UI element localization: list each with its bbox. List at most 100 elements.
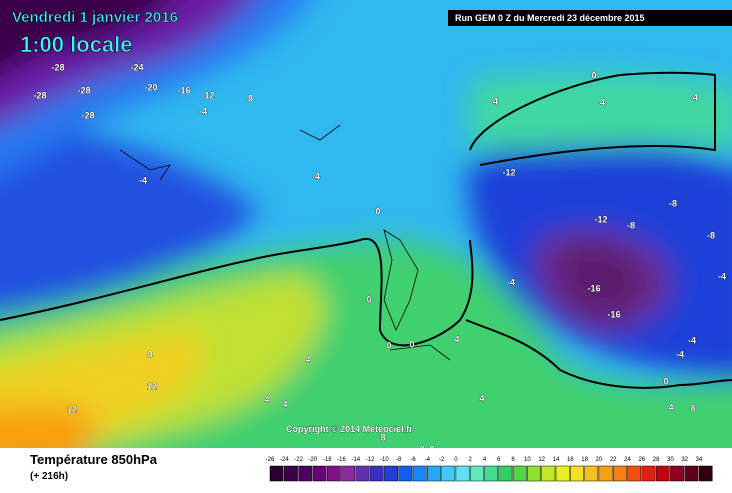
scale-box xyxy=(684,465,699,482)
scale-tick-label: 8 xyxy=(511,457,515,463)
scale-box xyxy=(484,465,499,482)
date: Vendredi 1 janvier 2016 xyxy=(12,9,178,26)
scale-box xyxy=(555,465,570,482)
scale-tick-label: 0 xyxy=(454,457,458,463)
contour-label: 4 xyxy=(454,334,459,344)
scale-box xyxy=(384,465,398,482)
scale-box xyxy=(398,465,413,482)
contour-label: -20 xyxy=(144,82,157,92)
contour-label: -28 xyxy=(51,62,64,72)
scale-tick-label: 24 xyxy=(624,457,631,463)
color-scale: -26 -24 -22 -20 -18 -16 -14 -12 -10 -8 -6 -4 -2 0 2 4 6 8… xyxy=(266,457,713,482)
contour-label: -12 xyxy=(594,214,607,224)
scale-tick-label: -24 xyxy=(280,457,289,463)
contour-label: 4 xyxy=(479,393,484,403)
scale-tick-label: -26 xyxy=(266,457,275,463)
contour-label: -4 xyxy=(507,277,515,287)
run-panel xyxy=(448,10,732,26)
scale-box xyxy=(298,465,313,482)
contour-label: 0 xyxy=(375,206,380,216)
contour-label: -4 xyxy=(139,175,147,185)
contour-label: 8 xyxy=(380,432,385,442)
scale-tick-label: 34 xyxy=(696,457,703,463)
scale-box xyxy=(355,465,370,482)
scale-tick-label: -14 xyxy=(351,457,360,463)
scale-tick-label: -16 xyxy=(337,457,346,463)
scale-box xyxy=(570,465,584,482)
time: 1:00 locale xyxy=(20,32,133,57)
scale-tick-label: 12 xyxy=(538,457,545,463)
scale-tick-label: 6 xyxy=(497,457,501,463)
contour-label: 0 xyxy=(366,294,371,304)
scale-tick-label: 26 xyxy=(638,457,645,463)
scale-box xyxy=(441,465,456,482)
contour-label: -12 xyxy=(502,167,515,177)
contour-label: 4 xyxy=(264,394,269,404)
contour-label: -8 xyxy=(707,230,715,240)
footer-lead: (+ 216h) xyxy=(30,471,68,482)
scale-box xyxy=(641,465,656,482)
contour-label: -8 xyxy=(245,93,253,103)
scale-tick-label: -2 xyxy=(439,457,445,463)
contour-label: 0 xyxy=(663,376,668,386)
scale-box xyxy=(541,465,556,482)
contour-label: 4 xyxy=(668,402,673,412)
contour-label: 8 xyxy=(419,444,424,454)
scale-box xyxy=(498,465,513,482)
scale-box xyxy=(527,465,541,482)
contour-label: -4 xyxy=(597,97,605,107)
contour-label: -28 xyxy=(77,85,90,95)
contour-label: 12 xyxy=(67,404,77,414)
contour-label: 0 xyxy=(386,340,391,350)
contour-label: -28 xyxy=(81,110,94,120)
contour-label: -4 xyxy=(199,106,207,116)
scale-box xyxy=(412,465,427,482)
scale-box xyxy=(369,465,384,482)
scale-box xyxy=(655,465,670,482)
copyright: Copyright © 2014 Meteociel.fr xyxy=(286,424,413,434)
scale-tick-label: -22 xyxy=(294,457,303,463)
contour-label: -4 xyxy=(312,171,320,181)
run-info: Run GEM 0 Z du Mercredi 23 décembre 2015 xyxy=(455,13,645,23)
contour-label: 0 xyxy=(591,70,596,80)
map-area: Run GEM 0 Z du Mercredi 23 décembre 2015… xyxy=(0,0,732,454)
contour-label: -16 xyxy=(607,309,620,319)
contour-label: -4 xyxy=(688,335,696,345)
contour-label: -8 xyxy=(627,220,635,230)
scale-box xyxy=(455,465,470,482)
scale-box xyxy=(269,465,284,482)
scale-box xyxy=(698,465,713,482)
scale-tick-label: 18 xyxy=(581,457,588,463)
scale-tick-label: 20 xyxy=(596,457,603,463)
scale-tick-label: -4 xyxy=(425,457,431,463)
scale-tick-label: 32 xyxy=(681,457,688,463)
scale-tick-label: -12 xyxy=(366,457,375,463)
scale-tick-label: 22 xyxy=(610,457,617,463)
scale-tick-label: 14 xyxy=(553,457,560,463)
contour-label: 12 xyxy=(147,381,157,391)
contour-label: -16 xyxy=(587,283,600,293)
scale-box xyxy=(612,465,627,482)
scale-tick-label: 28 xyxy=(653,457,660,463)
scale-box xyxy=(469,465,484,482)
contour-label: 8 xyxy=(147,349,152,359)
contour-label: 0 xyxy=(409,339,414,349)
scale-tick-label: 2 xyxy=(469,457,473,463)
scale-box xyxy=(284,465,298,482)
scale-box xyxy=(584,465,599,482)
scale-box xyxy=(341,465,356,482)
contour-label: 8 xyxy=(690,403,695,413)
footer-title: Température 850hPa xyxy=(30,452,158,467)
contour-label: 4 xyxy=(282,399,287,409)
scale-box xyxy=(670,465,684,482)
scale-tick-label: 16 xyxy=(567,457,574,463)
contour-label: -4 xyxy=(676,349,684,359)
contour-label: -4 xyxy=(490,96,498,106)
scale-box xyxy=(427,465,441,482)
scale-tick-label: 30 xyxy=(667,457,674,463)
contour-label: -4 xyxy=(690,92,698,102)
scale-tick-label: 4 xyxy=(483,457,487,463)
zero-isotherm xyxy=(0,71,732,389)
contour-labels: -28 -24 -28 -28 -20 -16 -12 -28 -8 -4 -4 -4 0 -4 0 -4 -4… xyxy=(33,62,726,454)
